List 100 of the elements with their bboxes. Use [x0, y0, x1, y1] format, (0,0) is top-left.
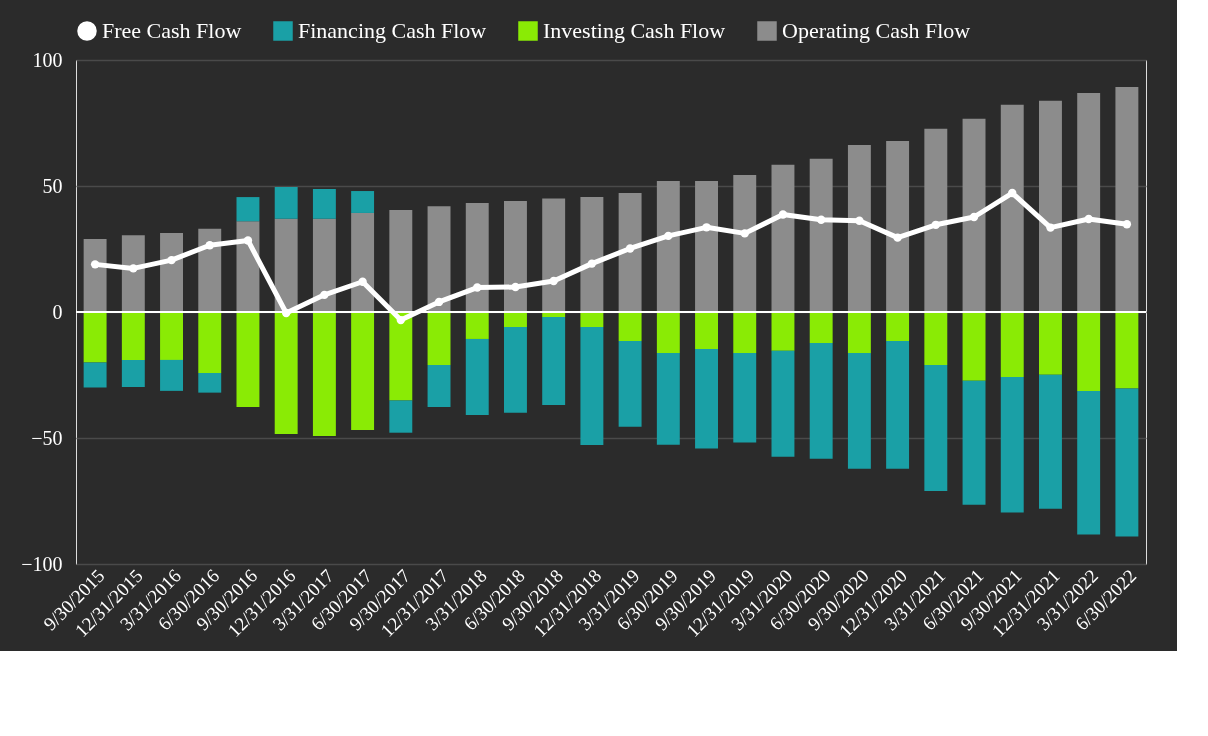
bar	[389, 312, 413, 401]
point	[1008, 188, 1017, 198]
bar	[1000, 377, 1024, 513]
bar	[236, 221, 260, 312]
legend-label: Financing Cash Flow	[298, 18, 487, 43]
bar	[351, 212, 375, 312]
legend-label: Investing Cash Flow	[543, 18, 726, 43]
bar	[389, 209, 413, 312]
bar	[771, 312, 795, 351]
bar	[962, 312, 986, 381]
point	[931, 220, 940, 229]
y-tick-label: 50	[42, 174, 63, 197]
bar	[1115, 388, 1139, 537]
y-tick-label: −50	[31, 426, 63, 449]
bar	[427, 364, 451, 407]
bar	[1115, 312, 1139, 389]
bar	[121, 312, 145, 360]
bar	[580, 312, 604, 328]
bar	[618, 193, 642, 312]
bar	[886, 140, 910, 312]
bar	[695, 349, 718, 449]
bar	[465, 202, 489, 312]
point	[1046, 223, 1055, 232]
bar	[695, 312, 718, 350]
bar	[1077, 390, 1101, 535]
y-tick-label: 0	[52, 300, 63, 323]
bar	[733, 353, 757, 443]
bar	[427, 312, 451, 365]
point	[778, 210, 788, 219]
point	[167, 255, 176, 265]
bar	[504, 312, 527, 328]
point	[434, 297, 444, 307]
bar	[121, 359, 145, 388]
bar	[1039, 374, 1062, 509]
bar	[618, 340, 642, 427]
point	[817, 215, 826, 224]
y-tick-label: 100	[32, 48, 63, 71]
bar	[351, 191, 375, 213]
bar	[83, 312, 107, 363]
point	[243, 236, 253, 245]
bar	[236, 312, 260, 407]
bar	[542, 198, 566, 312]
bar	[274, 218, 298, 312]
point	[358, 277, 367, 286]
bar	[504, 327, 527, 413]
point	[702, 223, 711, 232]
bar	[618, 312, 642, 341]
bar	[427, 206, 451, 312]
point	[129, 264, 138, 273]
bar	[924, 312, 948, 365]
bar	[809, 312, 833, 343]
bar	[236, 197, 260, 222]
bar	[695, 180, 718, 312]
bar	[656, 180, 680, 312]
bar	[465, 312, 489, 339]
bar	[733, 312, 757, 354]
bar	[542, 317, 566, 405]
bar	[771, 164, 795, 312]
point	[205, 241, 214, 250]
y-tick-label: −100	[21, 552, 63, 575]
bar	[351, 312, 375, 430]
bar	[809, 343, 833, 459]
point	[740, 229, 749, 238]
bar	[198, 312, 222, 373]
bar	[847, 144, 871, 312]
bar	[83, 238, 107, 312]
point	[320, 290, 329, 300]
point	[969, 212, 979, 222]
point	[664, 231, 673, 241]
bar	[962, 118, 986, 312]
point	[396, 315, 405, 325]
bar	[1000, 104, 1024, 312]
legend-label: Free Cash Flow	[102, 18, 242, 43]
point	[473, 283, 482, 292]
legend-label: Operating Cash Flow	[782, 18, 971, 43]
bar	[389, 400, 413, 433]
bar	[580, 327, 604, 446]
bar	[656, 312, 680, 354]
bar	[312, 312, 336, 436]
bar	[580, 197, 604, 312]
bar	[962, 380, 986, 505]
bar	[886, 312, 910, 341]
bar	[1077, 93, 1101, 312]
bar	[160, 312, 183, 360]
point	[855, 216, 864, 225]
bar	[504, 201, 527, 312]
bar	[847, 353, 871, 469]
bar	[771, 350, 795, 457]
bar	[160, 233, 183, 312]
bar	[656, 353, 680, 445]
bar	[886, 340, 910, 469]
bar	[312, 189, 336, 219]
point	[625, 244, 635, 253]
bar	[274, 312, 298, 434]
point	[282, 308, 291, 318]
point	[549, 276, 558, 286]
bar	[1115, 86, 1139, 312]
bar	[198, 372, 222, 393]
bar	[847, 312, 871, 354]
bar	[1077, 312, 1101, 391]
